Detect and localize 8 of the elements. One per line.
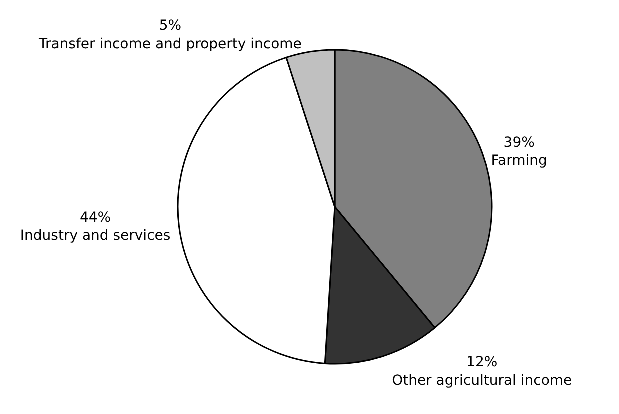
slice-label: Industry and services bbox=[20, 228, 171, 244]
slice-label: Farming bbox=[491, 152, 548, 169]
slice-label: Other agricultural income bbox=[392, 372, 572, 389]
data-label: 12% bbox=[466, 354, 498, 371]
data-label: 39% bbox=[504, 134, 535, 151]
data-label: 5% bbox=[159, 18, 182, 34]
slice-label: Transfer income and property income bbox=[38, 36, 302, 52]
data-label: 44% bbox=[80, 210, 112, 226]
